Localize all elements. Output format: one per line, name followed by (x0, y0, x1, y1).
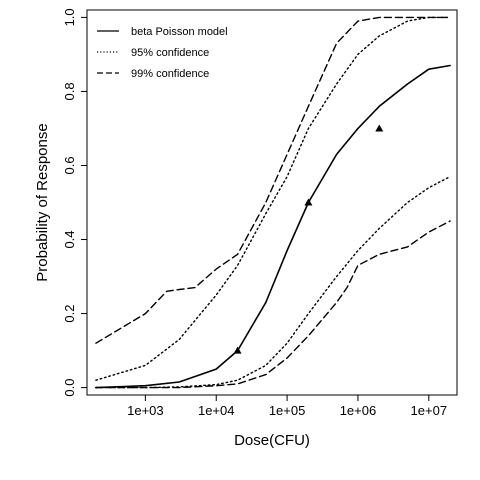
series-line-dashed-4 (95, 220, 451, 389)
legend-label: beta Poisson model (131, 26, 228, 38)
x-tick-label: 1e+05 (269, 403, 306, 418)
y-tick-label: 0.8 (62, 82, 77, 100)
legend-label: 95% confidence (131, 47, 209, 59)
series-line-dotted-2 (95, 175, 451, 389)
y-tick-label: 0.4 (62, 230, 77, 248)
x-tick-label: 1e+04 (198, 403, 235, 418)
legend: beta Poisson model 95% confidence 99% conf… (97, 26, 228, 80)
data-point (304, 198, 313, 206)
data-point (233, 346, 242, 354)
series-line-dashed-3 (95, 16, 451, 344)
y-tick-label: 0.0 (62, 379, 77, 397)
x-tick-label: 1e+07 (411, 403, 448, 418)
series-line-dotted-1 (95, 16, 451, 381)
data-point (375, 124, 384, 132)
legend-label: 99% confidence (131, 68, 209, 80)
x-tick-label: 1e+06 (340, 403, 377, 418)
y-tick-label: 0.6 (62, 156, 77, 174)
x-tick-label: 1e+03 (127, 403, 164, 418)
y-tick-label: 1.0 (62, 8, 77, 26)
y-axis: 0.0 0.2 0.4 0.6 0.8 1.0 (62, 8, 88, 397)
curves-layer (95, 16, 451, 389)
x-axis-title: Dose(CFU) (234, 432, 310, 449)
x-axis: 1e+03 1e+04 1e+05 1e+06 1e+07 (127, 394, 448, 418)
markers-layer (233, 124, 384, 354)
y-axis-title: Probability of Response (34, 123, 51, 281)
y-tick-label: 0.2 (62, 305, 77, 323)
series-line-solid-0 (95, 64, 451, 389)
